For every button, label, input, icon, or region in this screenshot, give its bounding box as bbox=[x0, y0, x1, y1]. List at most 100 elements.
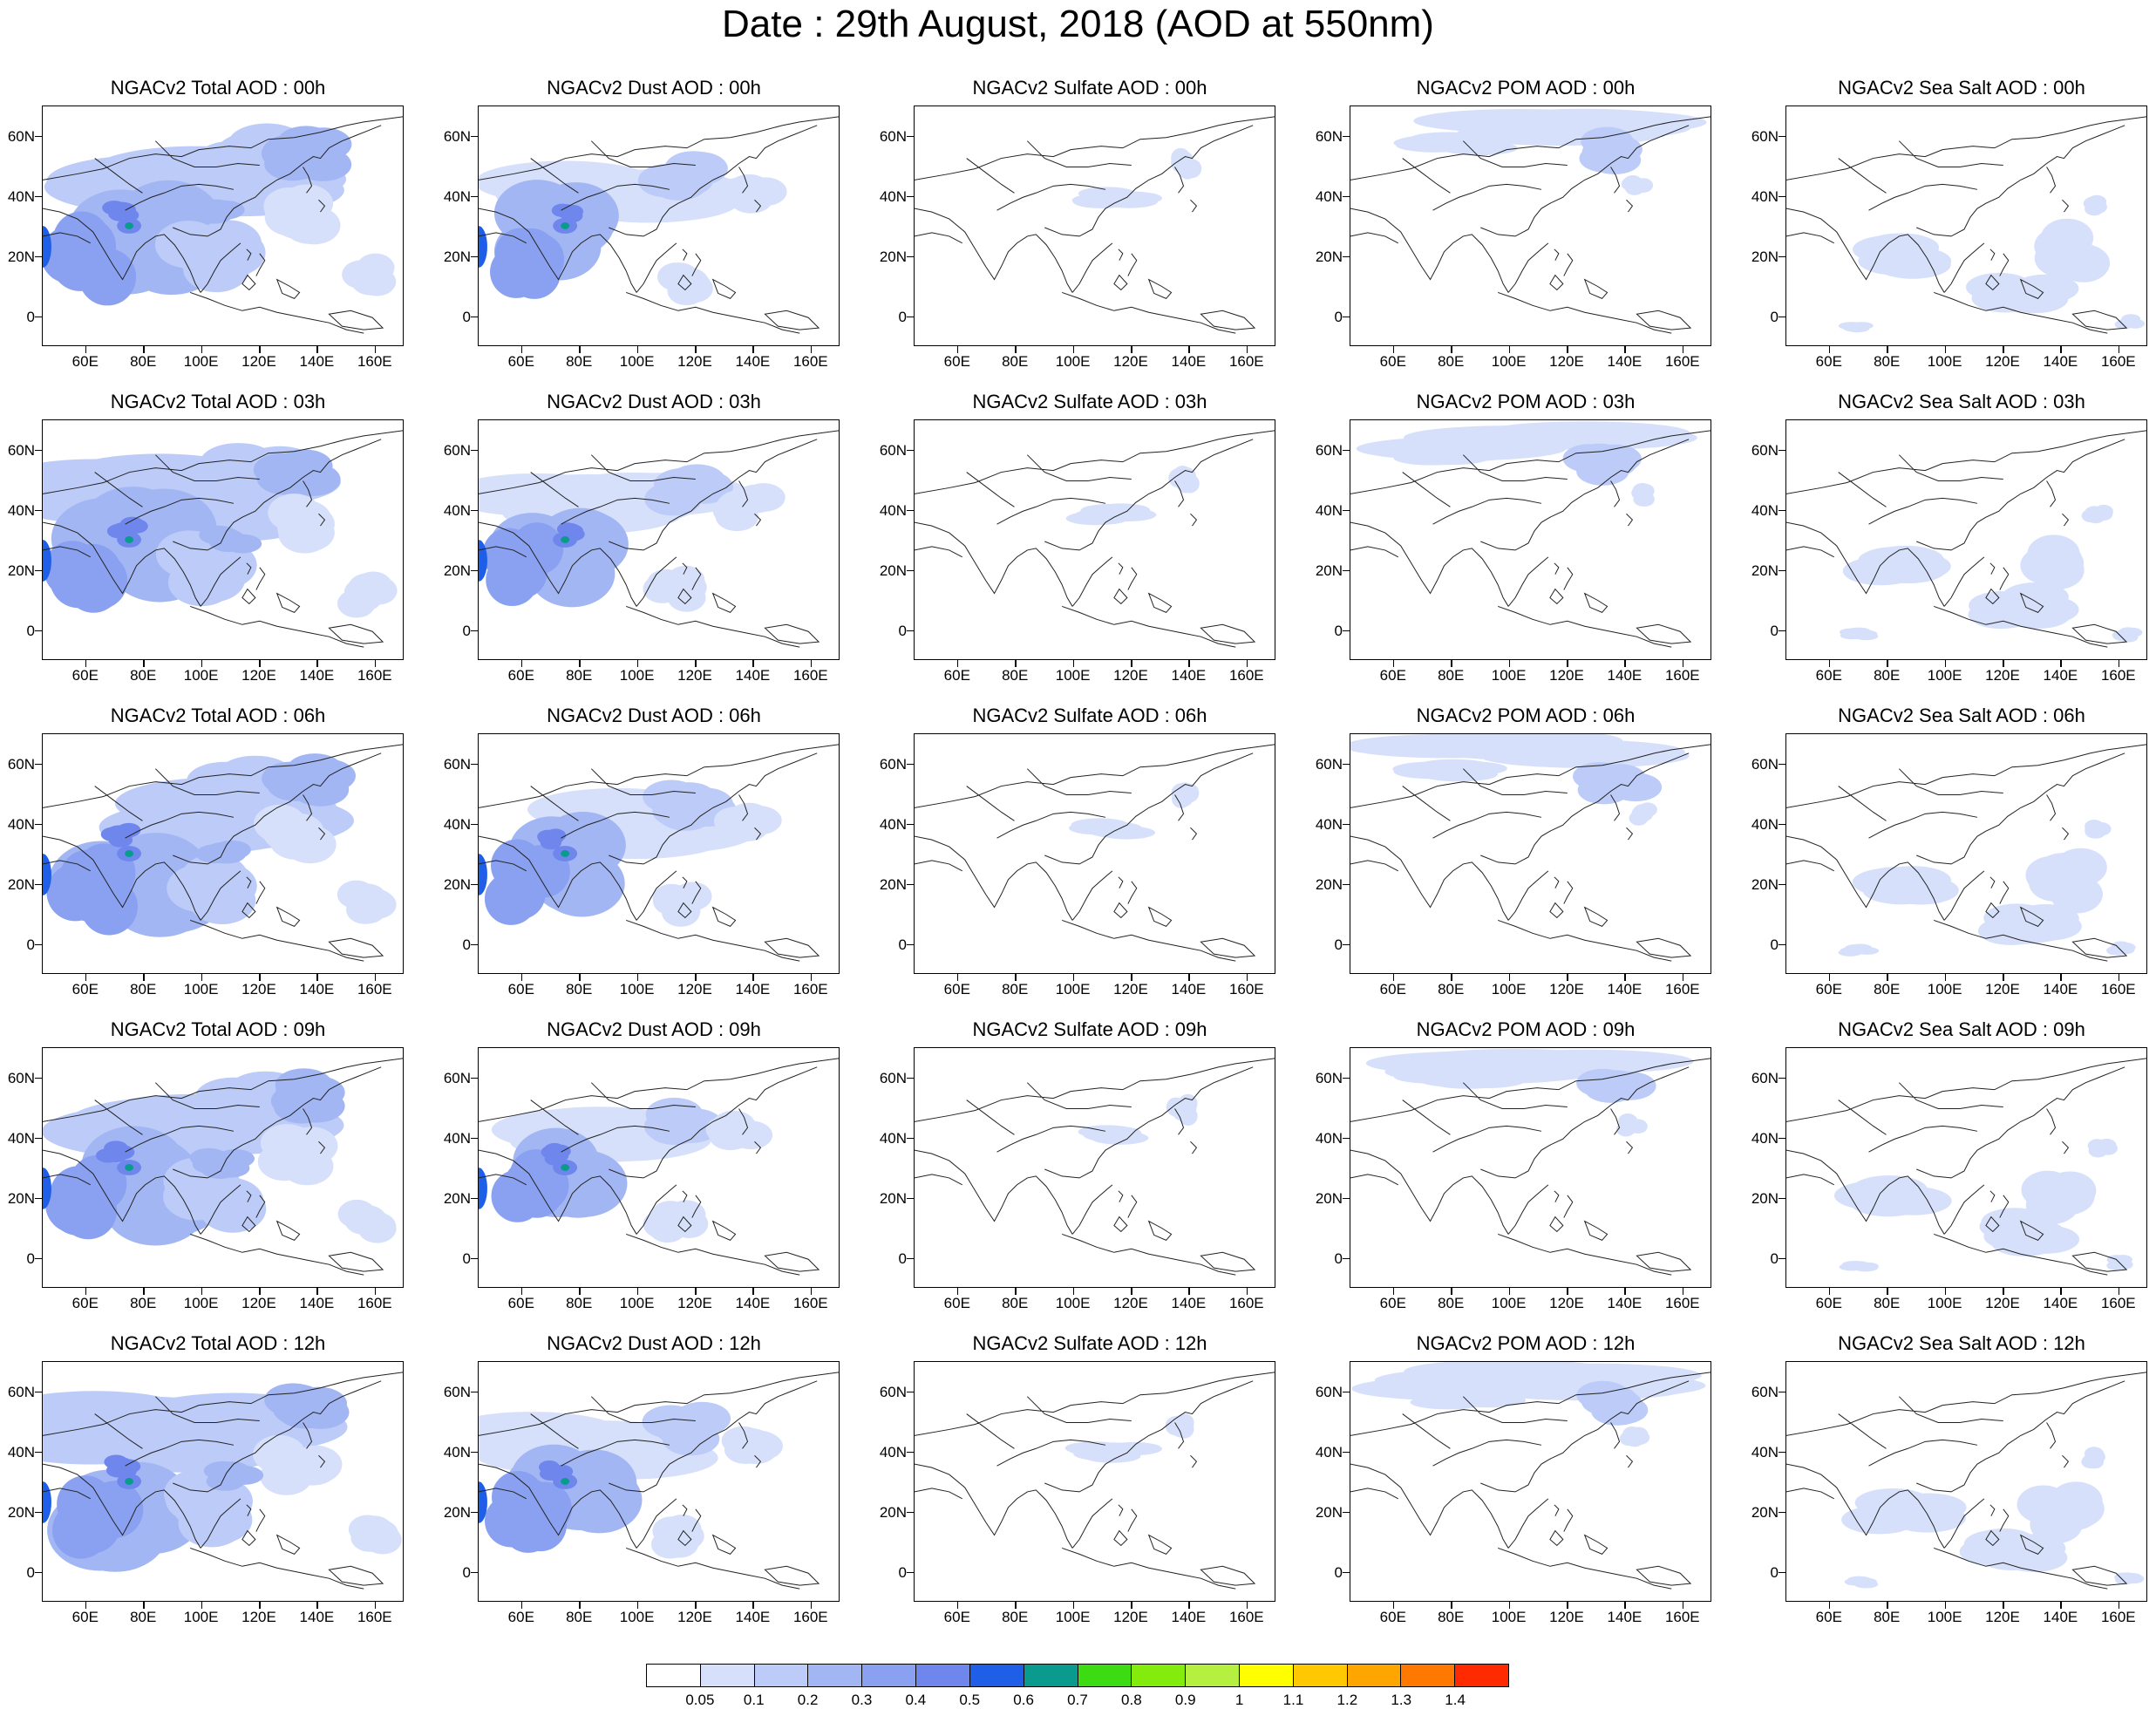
map-plot-area bbox=[1785, 106, 2147, 346]
panel-title: NGACv2 Sea Salt AOD : 00h bbox=[1838, 77, 2085, 99]
aod-field bbox=[1959, 1537, 2027, 1566]
lat-tick bbox=[35, 509, 42, 511]
map-panel: NGACv2 Total AOD : 09h 60N 40N 20N 0 60E 80E 10… bbox=[0, 1018, 436, 1332]
colorbar-box bbox=[1347, 1665, 1402, 1686]
lon-tick bbox=[695, 660, 697, 667]
aod-field bbox=[2091, 822, 2112, 836]
lon-tick-label: 80E bbox=[1002, 353, 1029, 370]
aod-field bbox=[2112, 1255, 2132, 1265]
lon-tick bbox=[1828, 346, 1831, 353]
lon-tick bbox=[1682, 1602, 1684, 1609]
lon-tick bbox=[956, 1602, 959, 1609]
map-panel: NGACv2 Dust AOD : 00h 60N 40N 20N 0 60E 80E 100… bbox=[436, 77, 872, 391]
lat-tick-label: 20N bbox=[1751, 562, 1779, 579]
lat-tick-label: 60N bbox=[1315, 127, 1343, 145]
lon-tick bbox=[1072, 1602, 1075, 1609]
lat-tick-label: 60N bbox=[1315, 755, 1343, 773]
lon-tick-label: 120E bbox=[1113, 1609, 1148, 1625]
lon-tick bbox=[1451, 974, 1452, 981]
map-plot-area bbox=[1350, 1047, 1711, 1288]
lat-tick bbox=[1343, 195, 1350, 197]
lat-tick-label: 60N bbox=[879, 1383, 907, 1400]
lon-tick-label: 80E bbox=[566, 981, 593, 997]
coastline bbox=[1786, 116, 2146, 334]
coastline bbox=[43, 1372, 403, 1590]
map-plot-area bbox=[1785, 733, 2147, 974]
lon-tick-label: 100E bbox=[1927, 1295, 1962, 1311]
lon-tick-label: 140E bbox=[1607, 1295, 1643, 1311]
lat-tick-label: 40N bbox=[1315, 501, 1343, 519]
lon-tick-label: 80E bbox=[1874, 1609, 1901, 1625]
lat-tick-label: 0 bbox=[26, 936, 35, 953]
lon-tick bbox=[1188, 660, 1190, 667]
lon-tick bbox=[520, 660, 523, 667]
colorbar-label: 1.3 bbox=[1391, 1692, 1412, 1708]
lon-tick bbox=[1072, 974, 1075, 981]
aod-field bbox=[724, 1435, 768, 1465]
lon-tick-label: 100E bbox=[1055, 1609, 1091, 1625]
lon-tick-label: 80E bbox=[1438, 667, 1465, 684]
aod-field bbox=[1624, 1432, 1644, 1447]
lon-tick-label: 80E bbox=[566, 353, 593, 370]
aod-field bbox=[1966, 272, 2033, 302]
colorbar-box bbox=[1401, 1665, 1456, 1686]
lat-tick-label: 0 bbox=[1770, 1563, 1779, 1581]
lat-tick-label: 20N bbox=[1315, 562, 1343, 579]
lat-tick-label: 40N bbox=[1315, 1129, 1343, 1147]
aod-field bbox=[715, 502, 759, 532]
map-panel: NGACv2 Total AOD : 00h 60N 40N 20N 0 60E 80E 10… bbox=[0, 77, 436, 391]
map-panel: NGACv2 Sulfate AOD : 09h 60N 40N 20N 0 60E 80E… bbox=[872, 1018, 1308, 1332]
coastline bbox=[479, 430, 839, 648]
colorbar-box bbox=[1293, 1665, 1348, 1686]
map-plot-area bbox=[1350, 733, 1711, 974]
lon-tick-label: 140E bbox=[1171, 981, 1207, 997]
lon-tick-label: 60E bbox=[943, 1609, 970, 1625]
panel-title: NGACv2 Sulfate AOD : 09h bbox=[972, 1018, 1207, 1040]
panel-title: NGACv2 Total AOD : 06h bbox=[110, 705, 326, 726]
lon-tick bbox=[1682, 660, 1684, 667]
aod-field bbox=[125, 850, 134, 857]
lat-tick-label: 0 bbox=[462, 1563, 471, 1581]
aod-field bbox=[1436, 1070, 1513, 1085]
lat-tick-label: 60N bbox=[1315, 1069, 1343, 1086]
aod-field bbox=[262, 814, 316, 853]
panel-title: NGACv2 Total AOD : 09h bbox=[110, 1018, 326, 1040]
lat-tick bbox=[1779, 1451, 1785, 1453]
panel-title: NGACv2 Dust AOD : 00h bbox=[547, 77, 761, 99]
lat-tick-label: 40N bbox=[7, 815, 35, 833]
lon-tick bbox=[579, 346, 581, 353]
aod-field bbox=[125, 1478, 134, 1485]
lat-tick-label: 0 bbox=[26, 308, 35, 325]
lat-tick-label: 0 bbox=[898, 622, 907, 639]
lat-tick bbox=[907, 823, 914, 825]
aod-field bbox=[2085, 1447, 2105, 1461]
lat-tick bbox=[1779, 763, 1785, 765]
aod-field bbox=[648, 1214, 687, 1243]
aod-field bbox=[355, 1515, 394, 1545]
aod-field bbox=[479, 540, 487, 582]
lon-tick bbox=[579, 1288, 581, 1295]
map-plot-area bbox=[42, 1047, 404, 1288]
map-plot-area bbox=[42, 106, 404, 346]
aod-field bbox=[1852, 868, 1929, 897]
lat-tick-label: 0 bbox=[898, 1563, 907, 1581]
lon-tick bbox=[520, 346, 523, 353]
lon-tick bbox=[956, 1288, 959, 1295]
lat-tick bbox=[1343, 1077, 1350, 1079]
lat-tick-label: 0 bbox=[1770, 622, 1779, 639]
lon-tick bbox=[1188, 1602, 1190, 1609]
lat-tick-label: 20N bbox=[7, 875, 35, 893]
lat-tick-label: 40N bbox=[879, 1443, 907, 1460]
colorbar-box bbox=[1186, 1665, 1240, 1686]
lon-tick bbox=[636, 1602, 639, 1609]
panel-title: NGACv2 Sulfate AOD : 03h bbox=[972, 391, 1207, 412]
lon-tick-label: 100E bbox=[1491, 667, 1527, 684]
aod-field bbox=[342, 260, 380, 289]
lon-tick-label: 100E bbox=[183, 1295, 219, 1311]
lat-tick-label: 60N bbox=[1751, 1069, 1779, 1086]
lon-tick-label: 100E bbox=[183, 667, 219, 684]
lon-tick-label: 140E bbox=[299, 1295, 335, 1311]
panel-title: NGACv2 Sea Salt AOD : 03h bbox=[1838, 391, 2085, 412]
lon-tick bbox=[695, 346, 697, 353]
